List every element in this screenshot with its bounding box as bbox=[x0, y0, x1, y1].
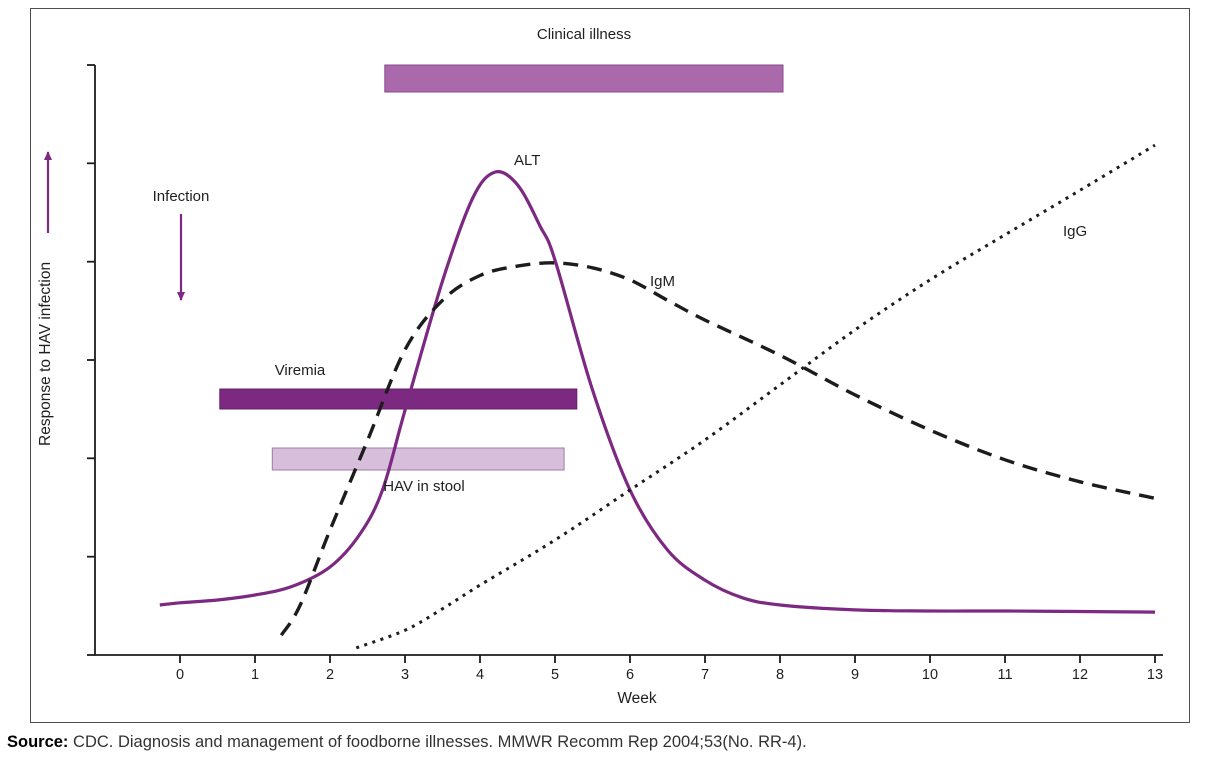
igg-curve-label: IgG bbox=[1063, 223, 1088, 240]
bar-viremia bbox=[219, 388, 578, 410]
x-tick-label: 7 bbox=[700, 667, 710, 683]
x-tick-label: 3 bbox=[400, 667, 410, 683]
x-tick-label: 9 bbox=[850, 667, 860, 683]
infection-label: Infection bbox=[152, 188, 210, 205]
bar-clinical-illness bbox=[384, 64, 784, 93]
x-tick-label: 10 bbox=[921, 667, 939, 683]
x-tick-label: 12 bbox=[1071, 667, 1089, 683]
curve-igg bbox=[355, 143, 1156, 650]
y-axis-title: Response to HAV infection bbox=[37, 261, 54, 447]
source-text: CDC. Diagnosis and management of foodbor… bbox=[68, 733, 807, 751]
curve-igm bbox=[279, 261, 1156, 637]
axes bbox=[94, 65, 1163, 656]
x-tick-label: 11 bbox=[997, 667, 1013, 683]
x-tick-label: 5 bbox=[550, 667, 560, 683]
x-axis-title: Week bbox=[617, 690, 657, 707]
igm-curve-label: IgM bbox=[650, 273, 676, 290]
curve-alt bbox=[159, 170, 1156, 614]
x-tick-label: 1 bbox=[250, 667, 260, 683]
bar-hav-in-stool bbox=[271, 447, 565, 471]
clinical-illness-label: Clinical illness bbox=[536, 26, 632, 43]
alt-curve-label: ALT bbox=[514, 152, 541, 169]
source-citation: Source: CDC. Diagnosis and management of… bbox=[7, 733, 807, 752]
x-tick-label: 4 bbox=[475, 667, 485, 683]
x-tick-label: 8 bbox=[775, 667, 785, 683]
x-tick-label: 0 bbox=[175, 667, 185, 683]
x-tick-label: 2 bbox=[325, 667, 335, 683]
viremia-label: Viremia bbox=[274, 362, 326, 379]
source-prefix: Source: bbox=[7, 733, 69, 751]
x-tick-label: 6 bbox=[625, 667, 635, 683]
hav-in-stool-label: HAV in stool bbox=[383, 478, 465, 495]
chart-frame bbox=[30, 8, 1190, 723]
x-tick-label: 13 bbox=[1146, 667, 1164, 683]
